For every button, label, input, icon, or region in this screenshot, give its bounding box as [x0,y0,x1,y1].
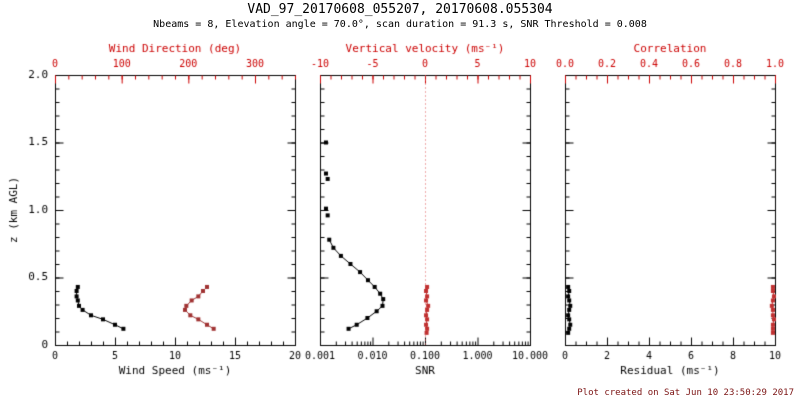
plot-subtitle: Nbeams = 8, Elevation angle = 70.0°, sca… [153,19,647,30]
plot-created-timestamp: Plot created on Sat Jun 10 23:50:29 2017 [577,388,794,398]
plot-title: VAD_97_20170608_055207, 20170608.055304 [247,2,553,17]
